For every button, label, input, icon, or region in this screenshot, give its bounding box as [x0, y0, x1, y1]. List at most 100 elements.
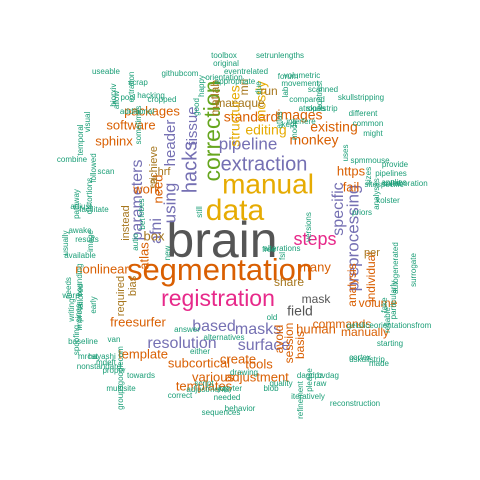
word-preprocessing: preprocessing: [343, 185, 362, 292]
word-bet: bet: [138, 218, 147, 230]
word-due: due: [254, 81, 263, 95]
word-surface: surface: [238, 337, 291, 354]
word-instead: instead: [120, 205, 132, 240]
word-manual: manual: [222, 168, 314, 199]
word-freesurfer: freesurfer: [110, 314, 166, 329]
word-field: field: [287, 303, 313, 319]
word-masks: masks: [235, 321, 281, 338]
word-dagdpz: dagdpz: [297, 371, 323, 380]
word-brain: brain: [166, 212, 277, 268]
word-pathway: pathway: [72, 189, 81, 219]
word-skullstrip: skullstrip: [306, 104, 338, 113]
word-awake: awake: [68, 226, 92, 235]
word-pipelines: pipelines: [375, 169, 407, 178]
word-dskullstrip: dskullstrip: [349, 355, 385, 364]
word-free: free: [262, 245, 276, 254]
word-software: software: [106, 117, 155, 132]
word-data: data: [206, 194, 265, 227]
word-since: since: [74, 303, 83, 322]
word-session: session: [282, 323, 296, 364]
word-versions: versions: [304, 212, 313, 242]
word-create: create: [220, 351, 256, 366]
word-proper: proper: [102, 366, 125, 375]
word-atlas: atlas: [136, 242, 151, 270]
word-pool: pool: [120, 93, 135, 102]
word-interfere: interfere: [286, 117, 316, 126]
word-good: good: [192, 98, 201, 116]
word-header: header: [162, 120, 179, 167]
word-bounding: bounding: [75, 264, 84, 297]
word-movement: movement: [281, 79, 319, 88]
word-baseline: baseline: [68, 337, 98, 346]
word-image: image: [86, 230, 95, 252]
word-please: please: [305, 368, 314, 392]
word-box: box: [144, 228, 165, 243]
word-setrunlengths: setrunlengths: [256, 51, 304, 60]
word-required: required: [115, 276, 127, 316]
word-bias: bias: [127, 275, 139, 296]
word-analysis: analysis: [345, 263, 359, 306]
word-made: made: [369, 359, 390, 368]
word-githubcom: githubcom: [162, 69, 199, 78]
word-per: per: [364, 247, 380, 259]
word-hacks: hacks: [179, 141, 201, 193]
word-autogenerated: autogenerated: [391, 242, 400, 294]
word-nonstandard: nonstandard: [77, 362, 121, 371]
word-starting: starting: [377, 339, 403, 348]
word-temporal: temporal: [76, 124, 85, 155]
word-pipeline: pipeline: [219, 134, 278, 153]
word-images: images: [277, 107, 322, 123]
word-new: new: [163, 245, 172, 260]
word-afni: afni: [148, 218, 165, 244]
word-human: human: [296, 321, 336, 336]
word-alterations: alterations: [264, 244, 301, 253]
word-spmmouse: spmmouse: [350, 156, 390, 165]
word-avoid: avoid: [272, 325, 286, 354]
word-basis: basis: [293, 331, 307, 359]
word-compared: compared: [289, 95, 325, 104]
word-usually: usually: [61, 231, 70, 256]
word-cortex: cortex: [349, 353, 371, 362]
word-epi: epi: [148, 177, 157, 188]
word-adjustments: adjustments: [186, 385, 229, 394]
word-standard: standard: [224, 109, 278, 125]
word-kolster: kolster: [376, 196, 400, 205]
word-sometimes: sometimes: [134, 106, 143, 145]
word-needs: needs: [64, 277, 73, 299]
word-individual: individual: [364, 252, 378, 302]
word-distortions: distortions: [85, 178, 94, 214]
word-work: work: [132, 181, 161, 196]
word-volume: volume: [359, 296, 398, 310]
word-allow: allow: [112, 91, 121, 109]
word-writing: writing: [67, 298, 76, 322]
word-old: old: [267, 313, 278, 322]
word-analyses: analyses: [372, 178, 381, 210]
word-hrf: hrf: [158, 166, 172, 178]
word-nonlinear: nonlinear: [75, 261, 129, 276]
word-cropped: cropped: [148, 95, 177, 104]
word-hacking: hacking: [137, 91, 165, 100]
word-happy: happy: [197, 75, 206, 97]
word-mask: mask: [302, 292, 332, 306]
word-raw: raw: [314, 379, 327, 388]
word-toolbox: toolbox: [211, 51, 237, 60]
word-structures: structures: [227, 85, 243, 146]
word-forum: forum: [278, 72, 299, 81]
word-atropos: atropos: [299, 104, 326, 113]
word-facilitate: facilitate: [79, 205, 109, 214]
word-available: available: [64, 251, 96, 260]
word-correct: correct: [168, 391, 193, 400]
word-specific: specific: [330, 182, 347, 235]
word-tailored: tailored: [76, 284, 85, 310]
word-sequences: sequences: [202, 408, 241, 417]
word-original: original: [213, 59, 239, 68]
word-lobes: lobes: [137, 198, 146, 217]
word-getsliceorientationsfrom: getsliceorientationsfrom: [347, 321, 432, 330]
word-mode: mode: [290, 119, 299, 140]
word-extration: extration: [127, 72, 136, 103]
word-need: need: [150, 175, 165, 204]
word-particularly: particularly: [389, 281, 398, 320]
word-mrcat: mrcat: [78, 352, 99, 361]
